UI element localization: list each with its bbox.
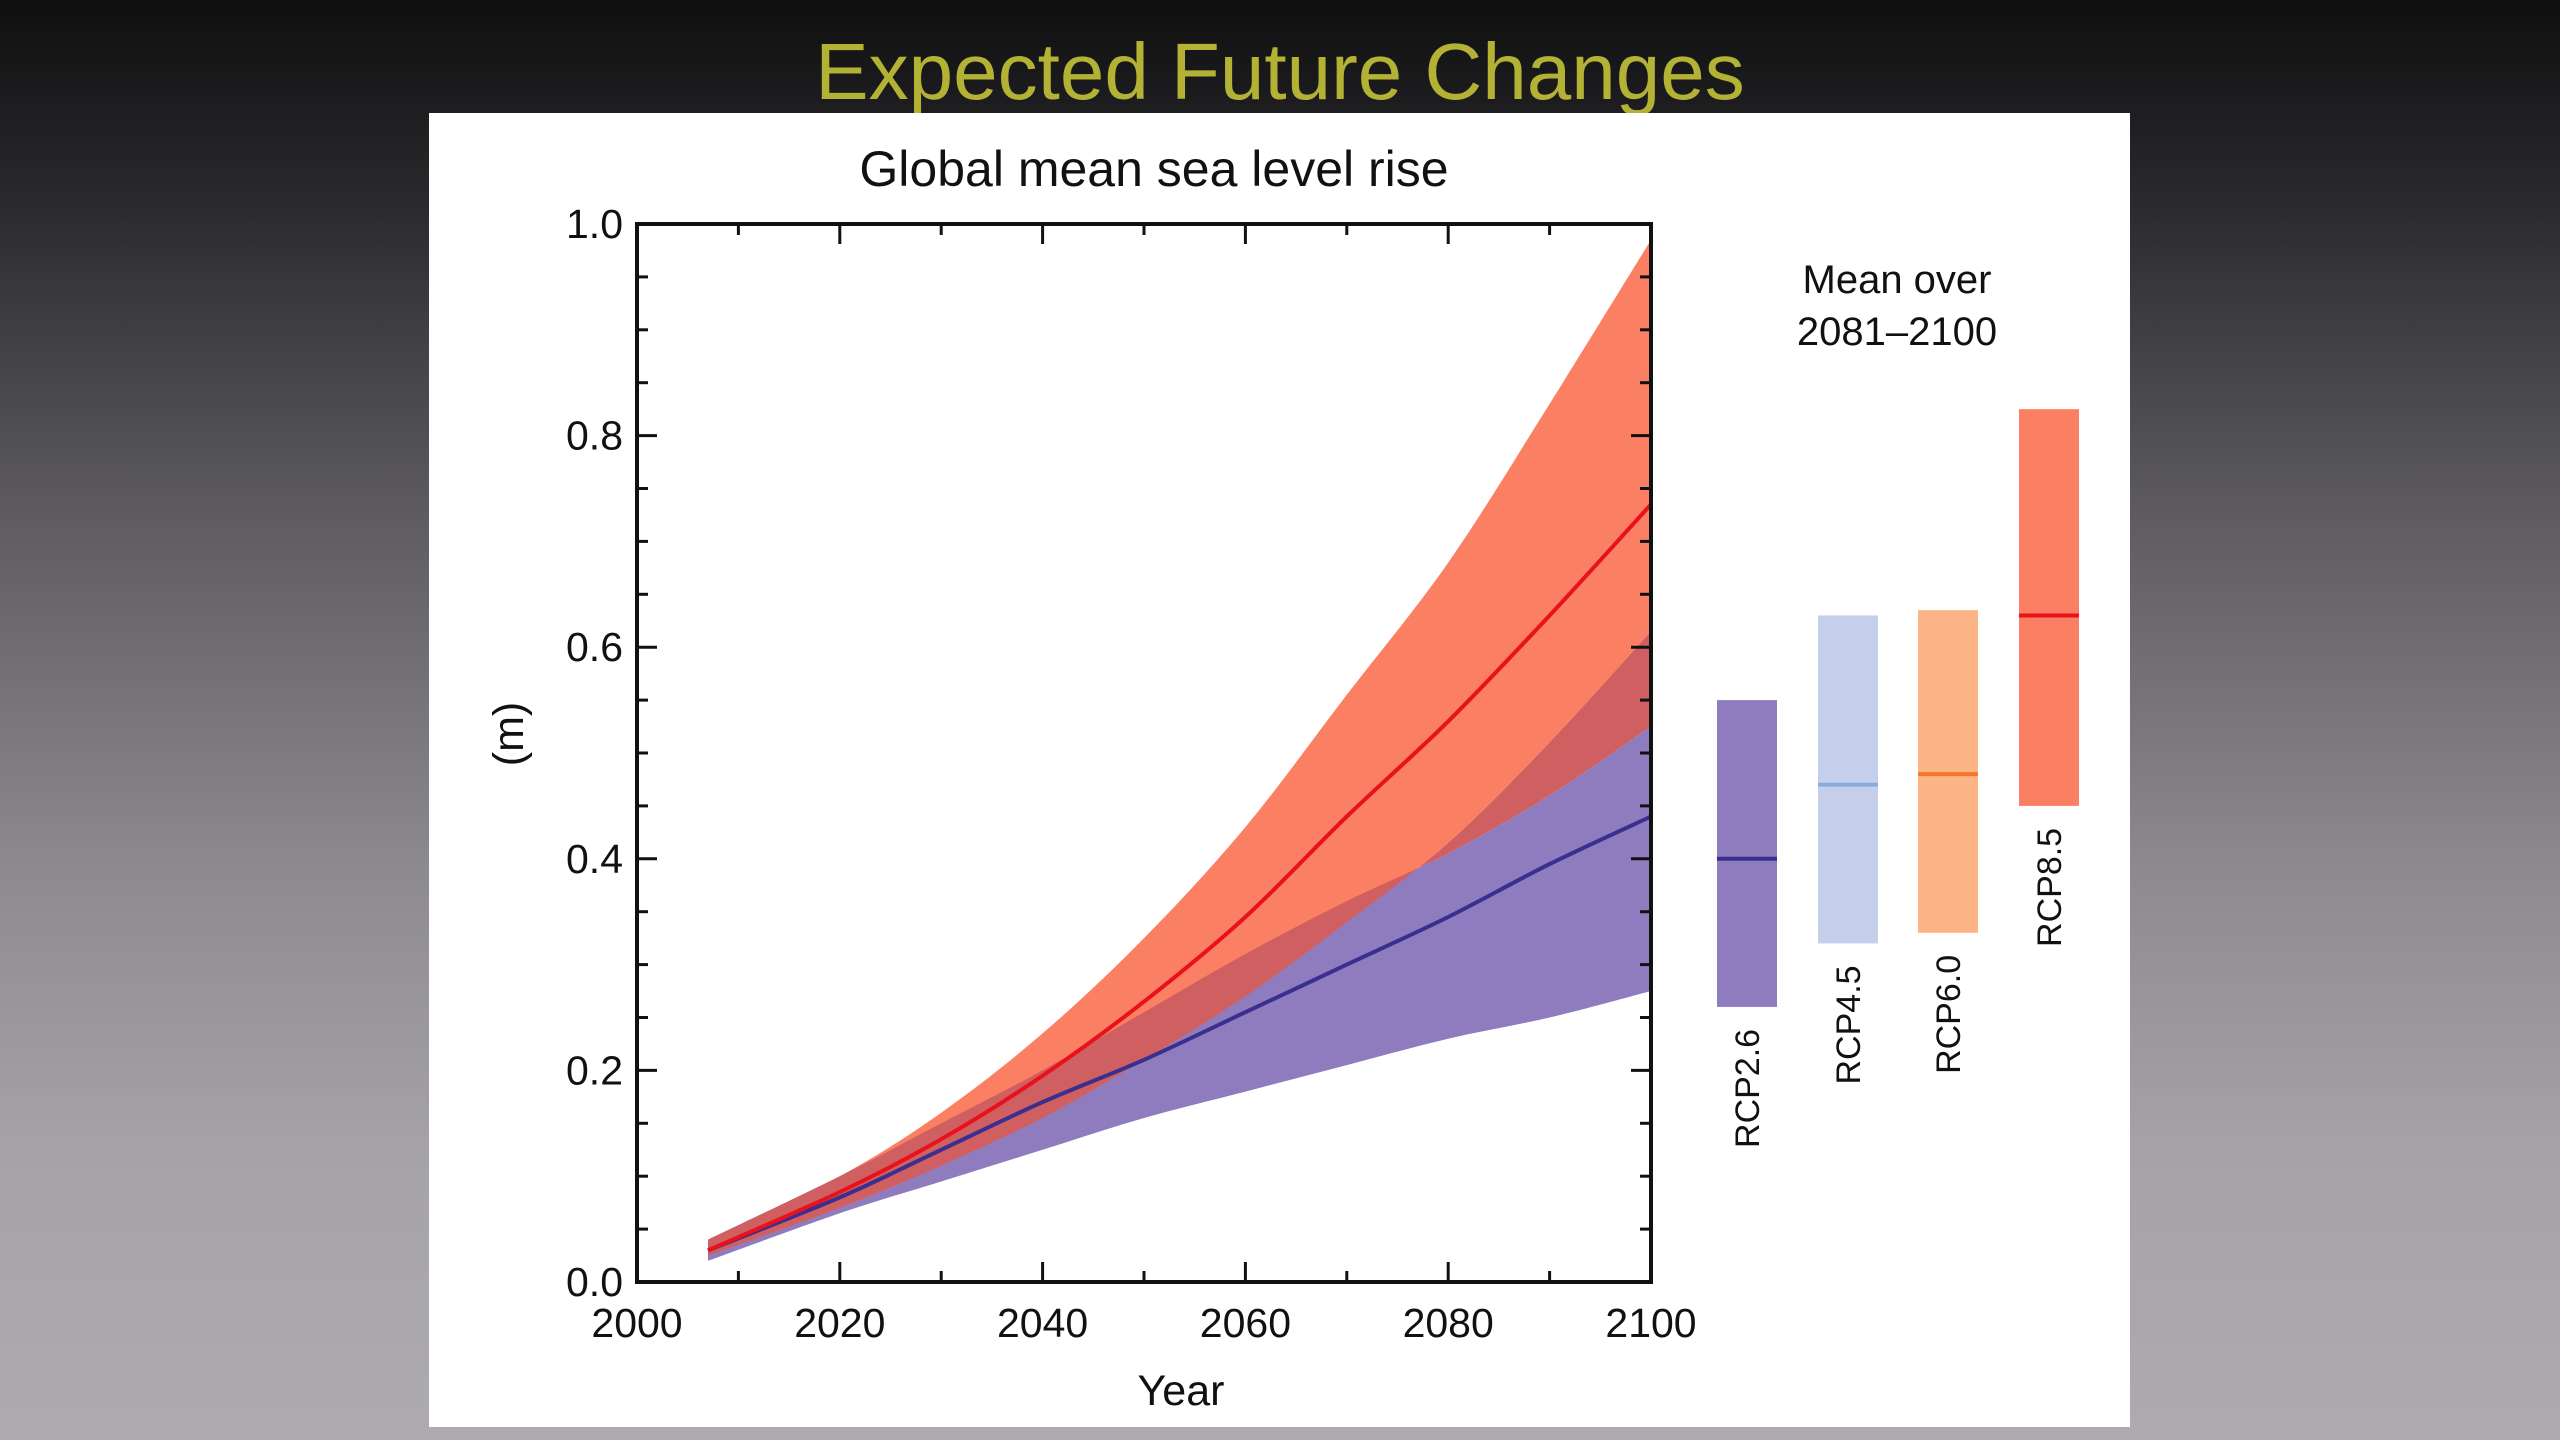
y-tick-label: 0.4 xyxy=(566,836,623,882)
y-tick-label: 0.2 xyxy=(566,1047,623,1093)
x-axis-label: Year xyxy=(1138,1367,1225,1415)
x-tick-label: 2060 xyxy=(1200,1300,1291,1346)
side-bar-label: RCP2.6 xyxy=(1729,1029,1767,1148)
bands-layer xyxy=(708,239,1651,1261)
side-bar-rcp45 xyxy=(1818,615,1878,944)
side-panel-title-line1: Mean over xyxy=(1803,258,1992,302)
mean-lines-layer xyxy=(707,503,1653,1253)
x-tick-label: 2040 xyxy=(997,1300,1088,1346)
x-tick-label: 2100 xyxy=(1605,1300,1696,1346)
x-tick-label: 2020 xyxy=(794,1300,885,1346)
y-tick-label: 0.0 xyxy=(566,1259,623,1305)
figure-panel: Global mean sea level rise 2000 2020 2040 2… xyxy=(429,113,2130,1427)
x-tick-label: 2000 xyxy=(591,1300,682,1346)
chart-title: Global mean sea level rise xyxy=(859,141,1448,197)
slide-title: Expected Future Changes xyxy=(815,27,1745,116)
side-bar-rcp26 xyxy=(1717,700,1777,1007)
rcp85-mean-line xyxy=(707,503,1653,1253)
rcp26-mean-line xyxy=(707,814,1652,1253)
y-tick-label: 1.0 xyxy=(566,201,623,247)
side-bar-label: RCP6.0 xyxy=(1930,955,1968,1074)
sea-level-chart: Global mean sea level rise 2000 2020 2040 2… xyxy=(485,141,2079,1415)
side-panel-bars: RCP2.6 RCP4.5 RCP6.0 RCP8.5 xyxy=(1717,409,2079,1148)
side-panel-title-line2: 2081–2100 xyxy=(1797,310,1997,354)
side-bar-rcp60 xyxy=(1918,610,1978,933)
side-bar-label: RCP4.5 xyxy=(1830,965,1868,1084)
y-tick-label: 0.6 xyxy=(566,624,623,670)
side-bar-rcp85 xyxy=(2019,409,2079,806)
y-tick-label: 0.8 xyxy=(566,413,623,459)
rcp85-band xyxy=(708,239,1651,1256)
side-bar-label: RCP8.5 xyxy=(2031,828,2069,947)
x-tick-label: 2080 xyxy=(1403,1300,1494,1346)
axes-layer: 2000 2020 2040 2060 2080 2100 0.0 0.2 0.4 0.6 0.8 1… xyxy=(566,201,1697,1346)
y-axis-label: (m) xyxy=(485,702,533,766)
